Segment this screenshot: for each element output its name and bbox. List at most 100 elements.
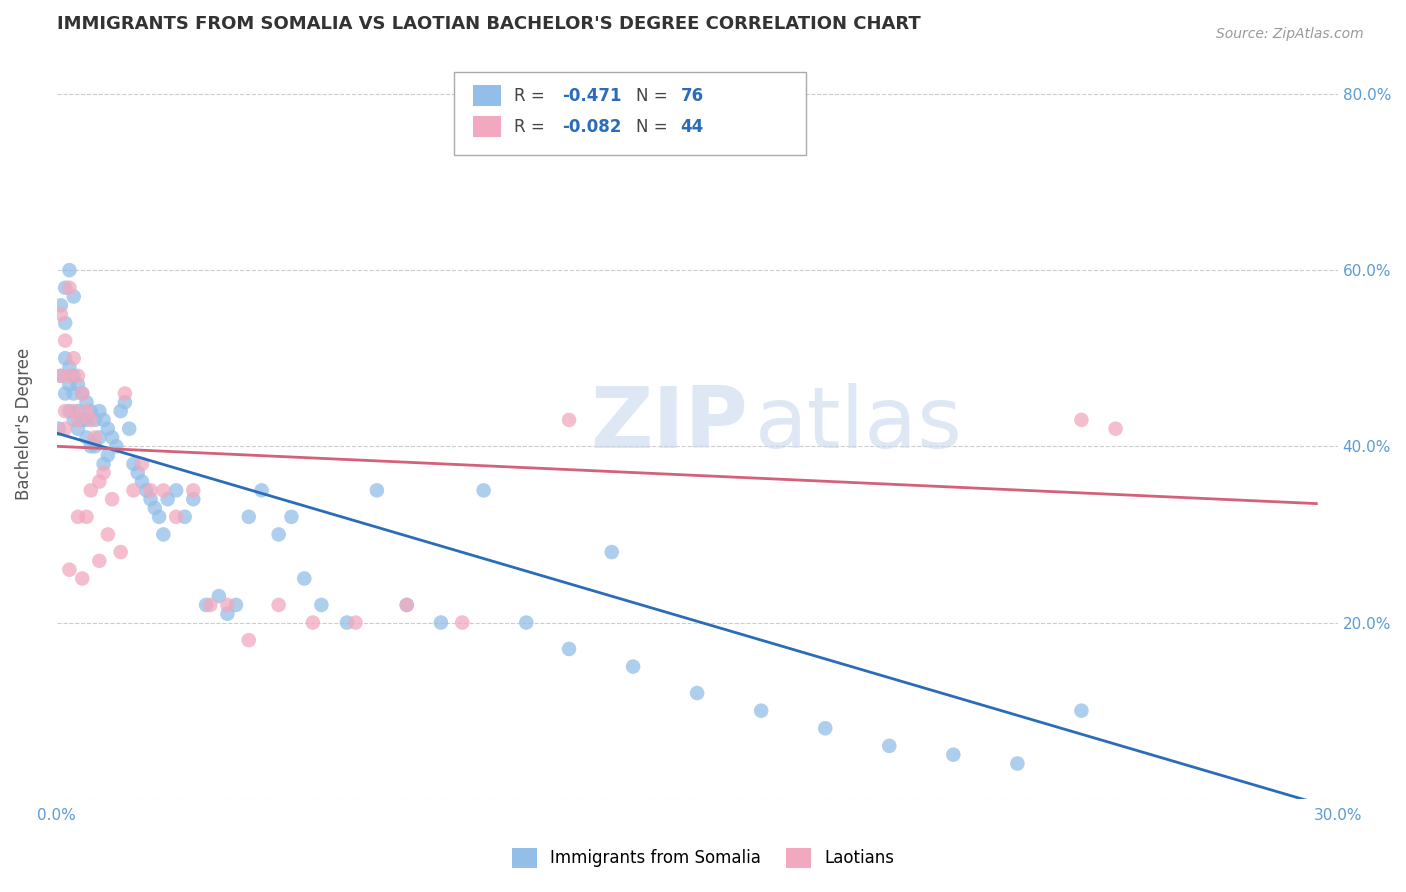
- Point: [515, 615, 537, 630]
- Point: [686, 686, 709, 700]
- Point: [250, 483, 273, 498]
- Point: [225, 598, 247, 612]
- Point: [89, 475, 111, 489]
- Point: [48, 422, 70, 436]
- Text: R =: R =: [515, 87, 550, 104]
- Point: [1007, 756, 1029, 771]
- Point: [118, 422, 141, 436]
- Point: [58, 404, 80, 418]
- Point: [208, 589, 231, 603]
- Point: [53, 316, 76, 330]
- Point: [53, 422, 76, 436]
- Point: [66, 413, 89, 427]
- Point: [101, 430, 124, 444]
- Point: [49, 368, 72, 383]
- Point: [89, 404, 111, 418]
- Point: [62, 289, 84, 303]
- Point: [122, 457, 145, 471]
- Point: [89, 430, 111, 444]
- Point: [344, 615, 367, 630]
- Text: N =: N =: [636, 87, 672, 104]
- Point: [152, 527, 174, 541]
- Point: [97, 527, 120, 541]
- Point: [114, 395, 136, 409]
- Point: [70, 572, 93, 586]
- Point: [877, 739, 900, 753]
- Point: [139, 492, 162, 507]
- Point: [110, 545, 132, 559]
- Point: [301, 615, 323, 630]
- Point: [156, 492, 179, 507]
- Point: [238, 509, 260, 524]
- Point: [814, 721, 837, 735]
- Point: [62, 386, 84, 401]
- Point: [114, 386, 136, 401]
- Point: [89, 554, 111, 568]
- Point: [101, 492, 124, 507]
- Point: [58, 368, 80, 383]
- Point: [58, 263, 80, 277]
- Point: [53, 281, 76, 295]
- Point: [49, 298, 72, 312]
- Point: [80, 404, 103, 418]
- Point: [366, 483, 388, 498]
- Point: [267, 598, 290, 612]
- Point: [76, 395, 98, 409]
- Point: [131, 475, 153, 489]
- Point: [66, 422, 89, 436]
- Point: [1104, 422, 1126, 436]
- Point: [127, 466, 149, 480]
- Text: atlas: atlas: [755, 383, 963, 466]
- Point: [558, 413, 581, 427]
- Point: [62, 351, 84, 366]
- Point: [238, 633, 260, 648]
- Point: [84, 413, 107, 427]
- Point: [152, 483, 174, 498]
- Point: [267, 527, 290, 541]
- Point: [62, 413, 84, 427]
- Legend: Immigrants from Somalia, Laotians: Immigrants from Somalia, Laotians: [505, 841, 901, 875]
- Point: [84, 430, 107, 444]
- Point: [93, 466, 115, 480]
- Point: [66, 377, 89, 392]
- Point: [1070, 704, 1092, 718]
- Point: [110, 404, 132, 418]
- Text: 76: 76: [681, 87, 703, 104]
- Point: [217, 598, 239, 612]
- Point: [58, 281, 80, 295]
- Point: [139, 483, 162, 498]
- Point: [66, 509, 89, 524]
- Point: [58, 563, 80, 577]
- Text: R =: R =: [515, 118, 550, 136]
- Point: [430, 615, 453, 630]
- Point: [97, 448, 120, 462]
- Point: [76, 509, 98, 524]
- Point: [105, 439, 128, 453]
- Bar: [472, 85, 501, 106]
- Point: [62, 368, 84, 383]
- Point: [70, 413, 93, 427]
- Point: [49, 368, 72, 383]
- Point: [165, 483, 187, 498]
- Point: [76, 413, 98, 427]
- Point: [451, 615, 474, 630]
- Point: [395, 598, 418, 612]
- Point: [76, 404, 98, 418]
- Point: [749, 704, 772, 718]
- Point: [53, 404, 76, 418]
- Text: N =: N =: [636, 118, 672, 136]
- Point: [181, 483, 204, 498]
- Point: [53, 351, 76, 366]
- Point: [217, 607, 239, 621]
- Point: [143, 501, 166, 516]
- Point: [600, 545, 623, 559]
- Text: -0.082: -0.082: [562, 118, 621, 136]
- Point: [80, 439, 103, 453]
- Point: [53, 334, 76, 348]
- Point: [84, 439, 107, 453]
- Point: [395, 598, 418, 612]
- Point: [165, 509, 187, 524]
- Point: [62, 404, 84, 418]
- Point: [1070, 413, 1092, 427]
- Point: [93, 457, 115, 471]
